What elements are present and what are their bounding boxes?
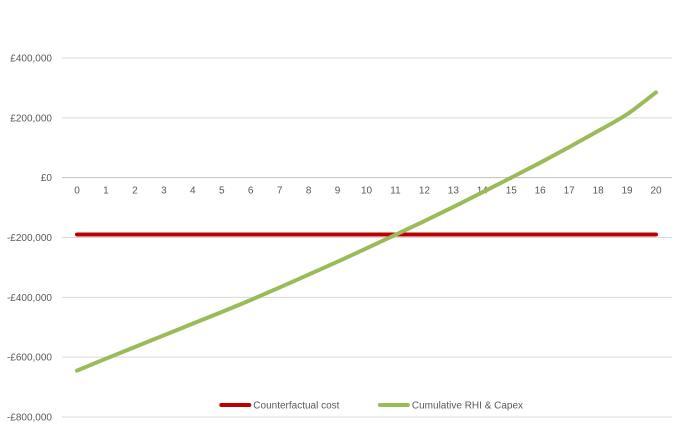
x-tick-label: 8: [306, 186, 312, 197]
x-tick-label: 12: [419, 186, 431, 197]
x-tick-label: 20: [650, 186, 662, 197]
y-axis: £400,000 £200,000 £0 -£200,000 -£400,000 -£60…: [7, 54, 52, 424]
x-tick-label: 0: [74, 186, 80, 197]
y-tick-label: -£600,000: [7, 353, 52, 364]
x-tick-label: 16: [535, 186, 547, 197]
legend-label: Cumulative RHI & Capex: [412, 401, 523, 412]
x-tick-label: 1: [103, 186, 109, 197]
x-tick-label: 10: [361, 186, 373, 197]
x-tick-label: 6: [248, 186, 254, 197]
gridlines: [62, 57, 672, 418]
x-tick-label: 9: [335, 186, 341, 197]
y-tick-label: £0: [41, 173, 53, 184]
x-tick-label: 5: [219, 186, 225, 197]
x-tick-label: 15: [506, 186, 518, 197]
y-tick-label: -£400,000: [7, 293, 52, 304]
series-line-2: [75, 90, 658, 373]
x-tick-label: 4: [190, 186, 196, 197]
y-tick-label: £200,000: [10, 113, 52, 124]
x-tick-label: 3: [161, 186, 167, 197]
x-tick-label: 2: [132, 186, 138, 197]
x-tick-label: 11: [390, 186, 401, 197]
legend-label: Counterfactual cost: [253, 401, 339, 412]
x-tick-label: 7: [277, 186, 283, 197]
x-tick-labels: 0 1 2 3 4 5 6 7 8 9 10 11 12 13 14 15 16 17 18 19 20: [74, 186, 662, 197]
x-tick-label: 17: [564, 186, 576, 197]
x-tick-label: 18: [593, 186, 605, 197]
x-tick-label: 13: [448, 186, 460, 197]
y-tick-label: -£200,000: [7, 233, 52, 244]
y-tick-label: £400,000: [10, 54, 52, 65]
y-tick-label: -£800,000: [7, 413, 52, 424]
series: [75, 90, 658, 373]
legend: Counterfactual cost Cumulative RHI & Cape…: [219, 401, 523, 412]
x-tick-label: 19: [621, 186, 633, 197]
